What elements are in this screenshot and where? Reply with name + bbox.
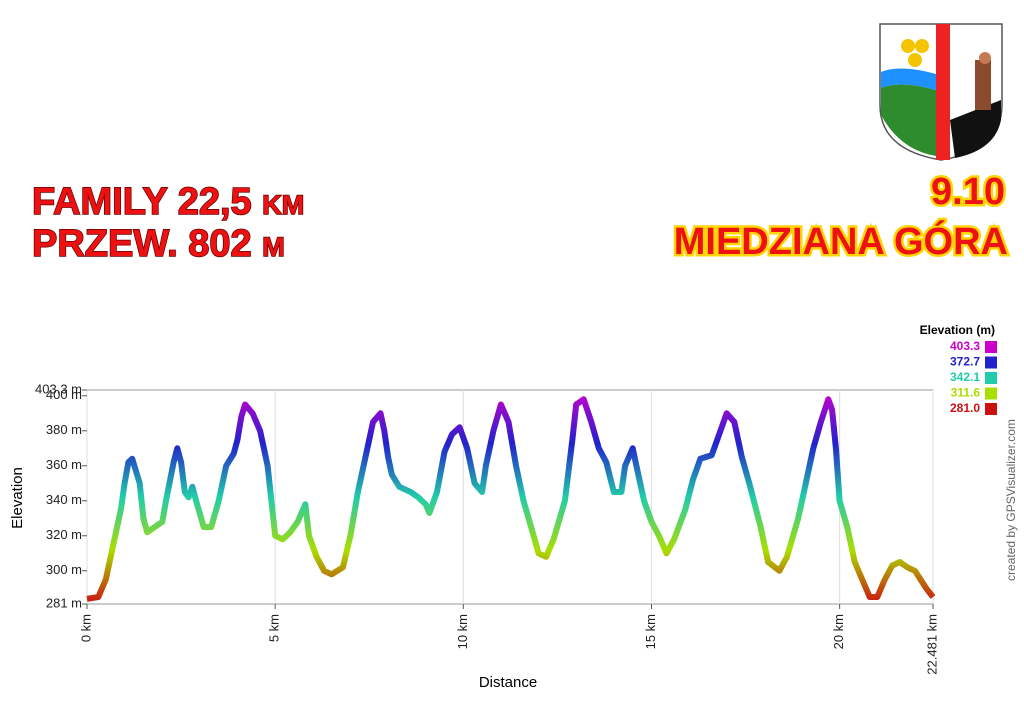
event-place: MIEDZIANA GÓRA: [674, 219, 1008, 263]
elevation-line: [86, 396, 936, 602]
event-date: 9.10: [931, 171, 1005, 213]
y-tick-label: 281 m: [46, 595, 82, 610]
legend-title: Elevation (m): [920, 323, 995, 337]
legend-swatch: [985, 403, 997, 415]
header-line: FAMILY 22,5 km: [32, 181, 304, 223]
credit: created by GPSVisualizer.com: [1004, 419, 1018, 581]
x-tick-label: 5 km: [267, 614, 282, 642]
x-tick-label: 20 km: [831, 614, 846, 649]
legend-label: 311.6: [951, 386, 981, 400]
header-line: PRZEW. 802 m: [32, 223, 285, 265]
y-tick-label: 400 m: [46, 387, 82, 402]
coat-of-arms: [879, 23, 1003, 161]
legend-label: 403.3: [950, 339, 980, 353]
y-axis-label: Elevation: [9, 467, 26, 529]
y-tick-label: 300 m: [46, 562, 82, 577]
y-tick-label: 340 m: [46, 492, 82, 507]
x-tick-label: 10 km: [455, 614, 470, 649]
legend-swatch: [985, 341, 997, 353]
x-axis-label: Distance: [479, 674, 537, 691]
legend-label: 342.1: [950, 370, 980, 384]
legend-label: 372.7: [950, 355, 980, 369]
y-tick-label: 403.3 m: [35, 381, 82, 396]
y-tick-label: 360 m: [46, 457, 82, 472]
legend-label: 281.0: [950, 401, 980, 415]
x-tick-label: 0 km: [78, 614, 93, 642]
y-tick-label: 320 m: [46, 527, 82, 542]
legend-swatch: [985, 356, 997, 369]
x-tick-label: 15 km: [643, 614, 658, 649]
legend-swatch: [985, 387, 997, 400]
x-tick-label: 22.481 km: [924, 614, 939, 675]
legend-swatch: [985, 372, 997, 384]
y-tick-label: 380 m: [46, 422, 82, 437]
